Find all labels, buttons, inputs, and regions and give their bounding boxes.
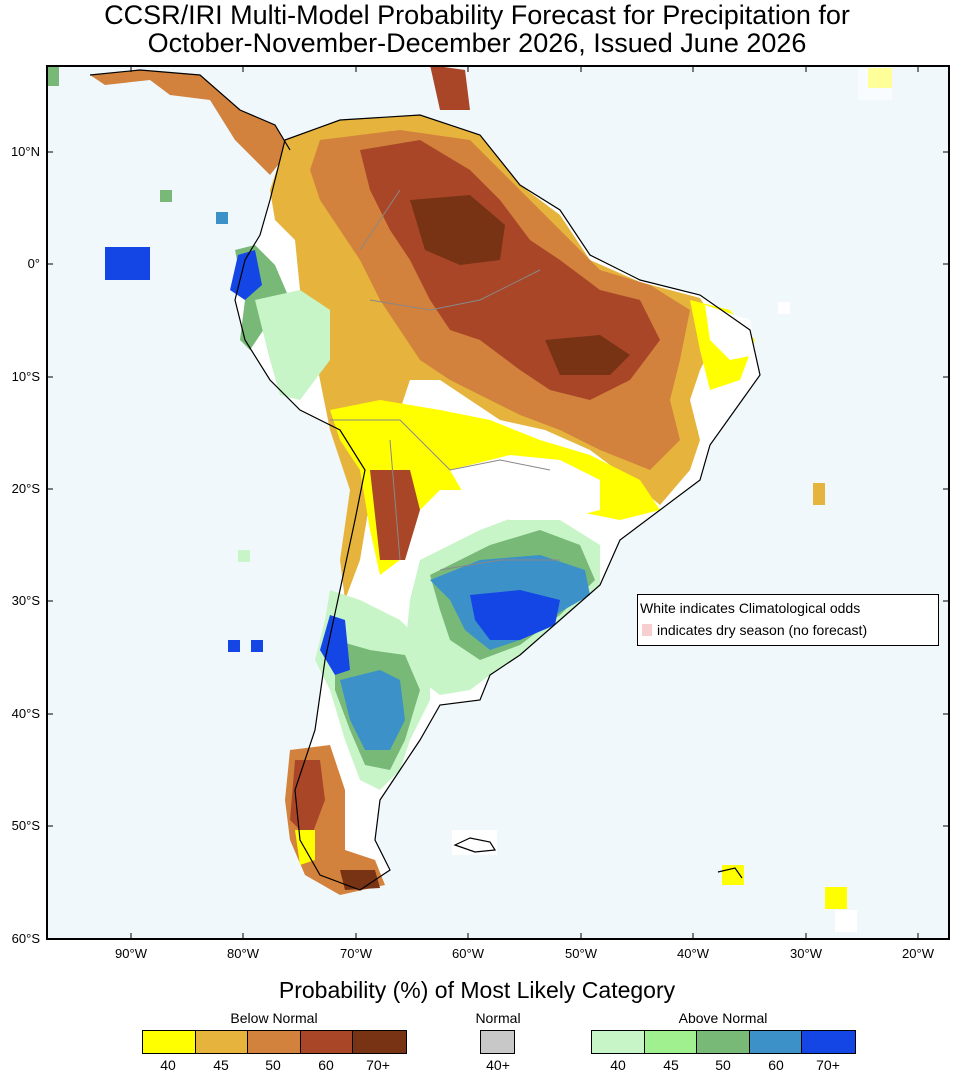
normal-colorbar — [480, 1030, 515, 1054]
above-normal-colorbar — [591, 1030, 856, 1054]
dry-season-note-text: indicates dry season (no forecast) — [657, 622, 868, 638]
coastlines — [89, 69, 761, 891]
lon-label-30w: 30°W — [790, 946, 822, 961]
normal-tick-40: 40+ — [486, 1057, 510, 1073]
chile-above-70 — [320, 615, 350, 675]
lon-label-70w: 70°W — [340, 946, 372, 961]
northeast-brazil-climatology — [705, 305, 755, 360]
below-normal-label: Below Normal — [230, 1010, 318, 1026]
lat-label-10n: 10°N — [10, 144, 40, 159]
island-cell-blue — [216, 212, 228, 224]
lon-label-80w: 80°W — [227, 946, 259, 961]
below-40-swatch — [143, 1031, 196, 1053]
above-40-swatch — [592, 1031, 645, 1053]
lat-label-60s: 60°S — [11, 931, 40, 946]
above-tick-60: 60 — [768, 1057, 784, 1073]
juan-fernandez-cell-2 — [251, 640, 263, 652]
below-tick-60: 60 — [318, 1057, 334, 1073]
map-title-line2: October-November-December 2026, Issued J… — [147, 28, 807, 58]
pacific-corner-cell — [47, 66, 59, 86]
juan-fernandez-cell-1 — [228, 640, 240, 652]
normal-40-swatch — [481, 1031, 514, 1053]
above-normal-label: Above Normal — [678, 1010, 768, 1026]
central-america-region — [90, 70, 290, 175]
atlantic-white-cell — [778, 302, 790, 314]
peru-above-40 — [255, 290, 330, 400]
island-cell-light — [238, 550, 250, 562]
climatology-note: White indicates Climatological odds — [640, 600, 861, 616]
below-tick-50: 50 — [265, 1057, 281, 1073]
above-70-swatch — [802, 1031, 855, 1053]
below-tick-40: 40 — [160, 1057, 176, 1073]
land-layer — [90, 65, 760, 895]
above-45-swatch — [645, 1031, 697, 1053]
below-normal-colorbar — [142, 1030, 407, 1054]
normal-label: Normal — [475, 1010, 521, 1026]
lat-label-40s: 40°S — [11, 706, 40, 721]
galapagos-above-70 — [105, 247, 150, 280]
below-50-swatch — [248, 1031, 301, 1053]
below-45-swatch — [196, 1031, 248, 1053]
below-normal-70-east — [545, 335, 630, 375]
map-title-line1: CCSR/IRI Multi-Model Probability Forecas… — [104, 0, 850, 30]
axis-ticks — [47, 66, 949, 939]
lon-label-50w: 50°W — [565, 946, 597, 961]
lon-label-40w: 40°W — [677, 946, 709, 961]
atlantic-white-ne — [858, 68, 892, 100]
below-tick-45: 45 — [213, 1057, 229, 1073]
map-frame — [46, 65, 950, 940]
below-70-swatch — [353, 1031, 406, 1053]
above-tick-50: 50 — [715, 1057, 731, 1073]
patagonia-above-60 — [340, 670, 405, 750]
lon-label-60w: 60°W — [452, 946, 484, 961]
above-60-swatch — [750, 1031, 802, 1053]
lat-label-20s: 20°S — [11, 481, 40, 496]
above-normal-70-region — [470, 590, 560, 640]
above-50-swatch — [697, 1031, 750, 1053]
legend-title: Probability (%) of Most Likely Category — [278, 977, 676, 1003]
below-normal-70-north — [410, 195, 505, 265]
lat-label-10s: 10°S — [11, 369, 40, 384]
lon-label-90w: 90°W — [115, 946, 147, 961]
trindade-cell — [813, 483, 825, 505]
lat-label-0: 0° — [27, 256, 40, 271]
dry-season-note: indicates dry season (no forecast) — [642, 622, 867, 638]
below-tick-70: 70+ — [366, 1057, 390, 1073]
paraguay-climatology — [450, 455, 600, 520]
legend-note-box: White indicates Climatological odds indi… — [637, 594, 939, 646]
lat-label-50s: 50°S — [11, 818, 40, 833]
southern-tip-below-70 — [340, 870, 380, 890]
sandwich-white — [835, 910, 857, 932]
country-borders — [330, 189, 560, 571]
below-60-swatch — [301, 1031, 353, 1053]
sandwich-cell — [825, 887, 847, 909]
dry-season-swatch — [642, 624, 652, 636]
below-normal-caribbean — [430, 65, 470, 110]
island-cell-green — [160, 190, 172, 202]
below-normal-60-altiplano — [370, 470, 420, 560]
above-tick-45: 45 — [663, 1057, 679, 1073]
above-tick-40: 40 — [610, 1057, 626, 1073]
lon-label-20w: 20°W — [902, 946, 934, 961]
above-tick-70: 70+ — [816, 1057, 840, 1073]
lat-label-30s: 30°S — [11, 593, 40, 608]
